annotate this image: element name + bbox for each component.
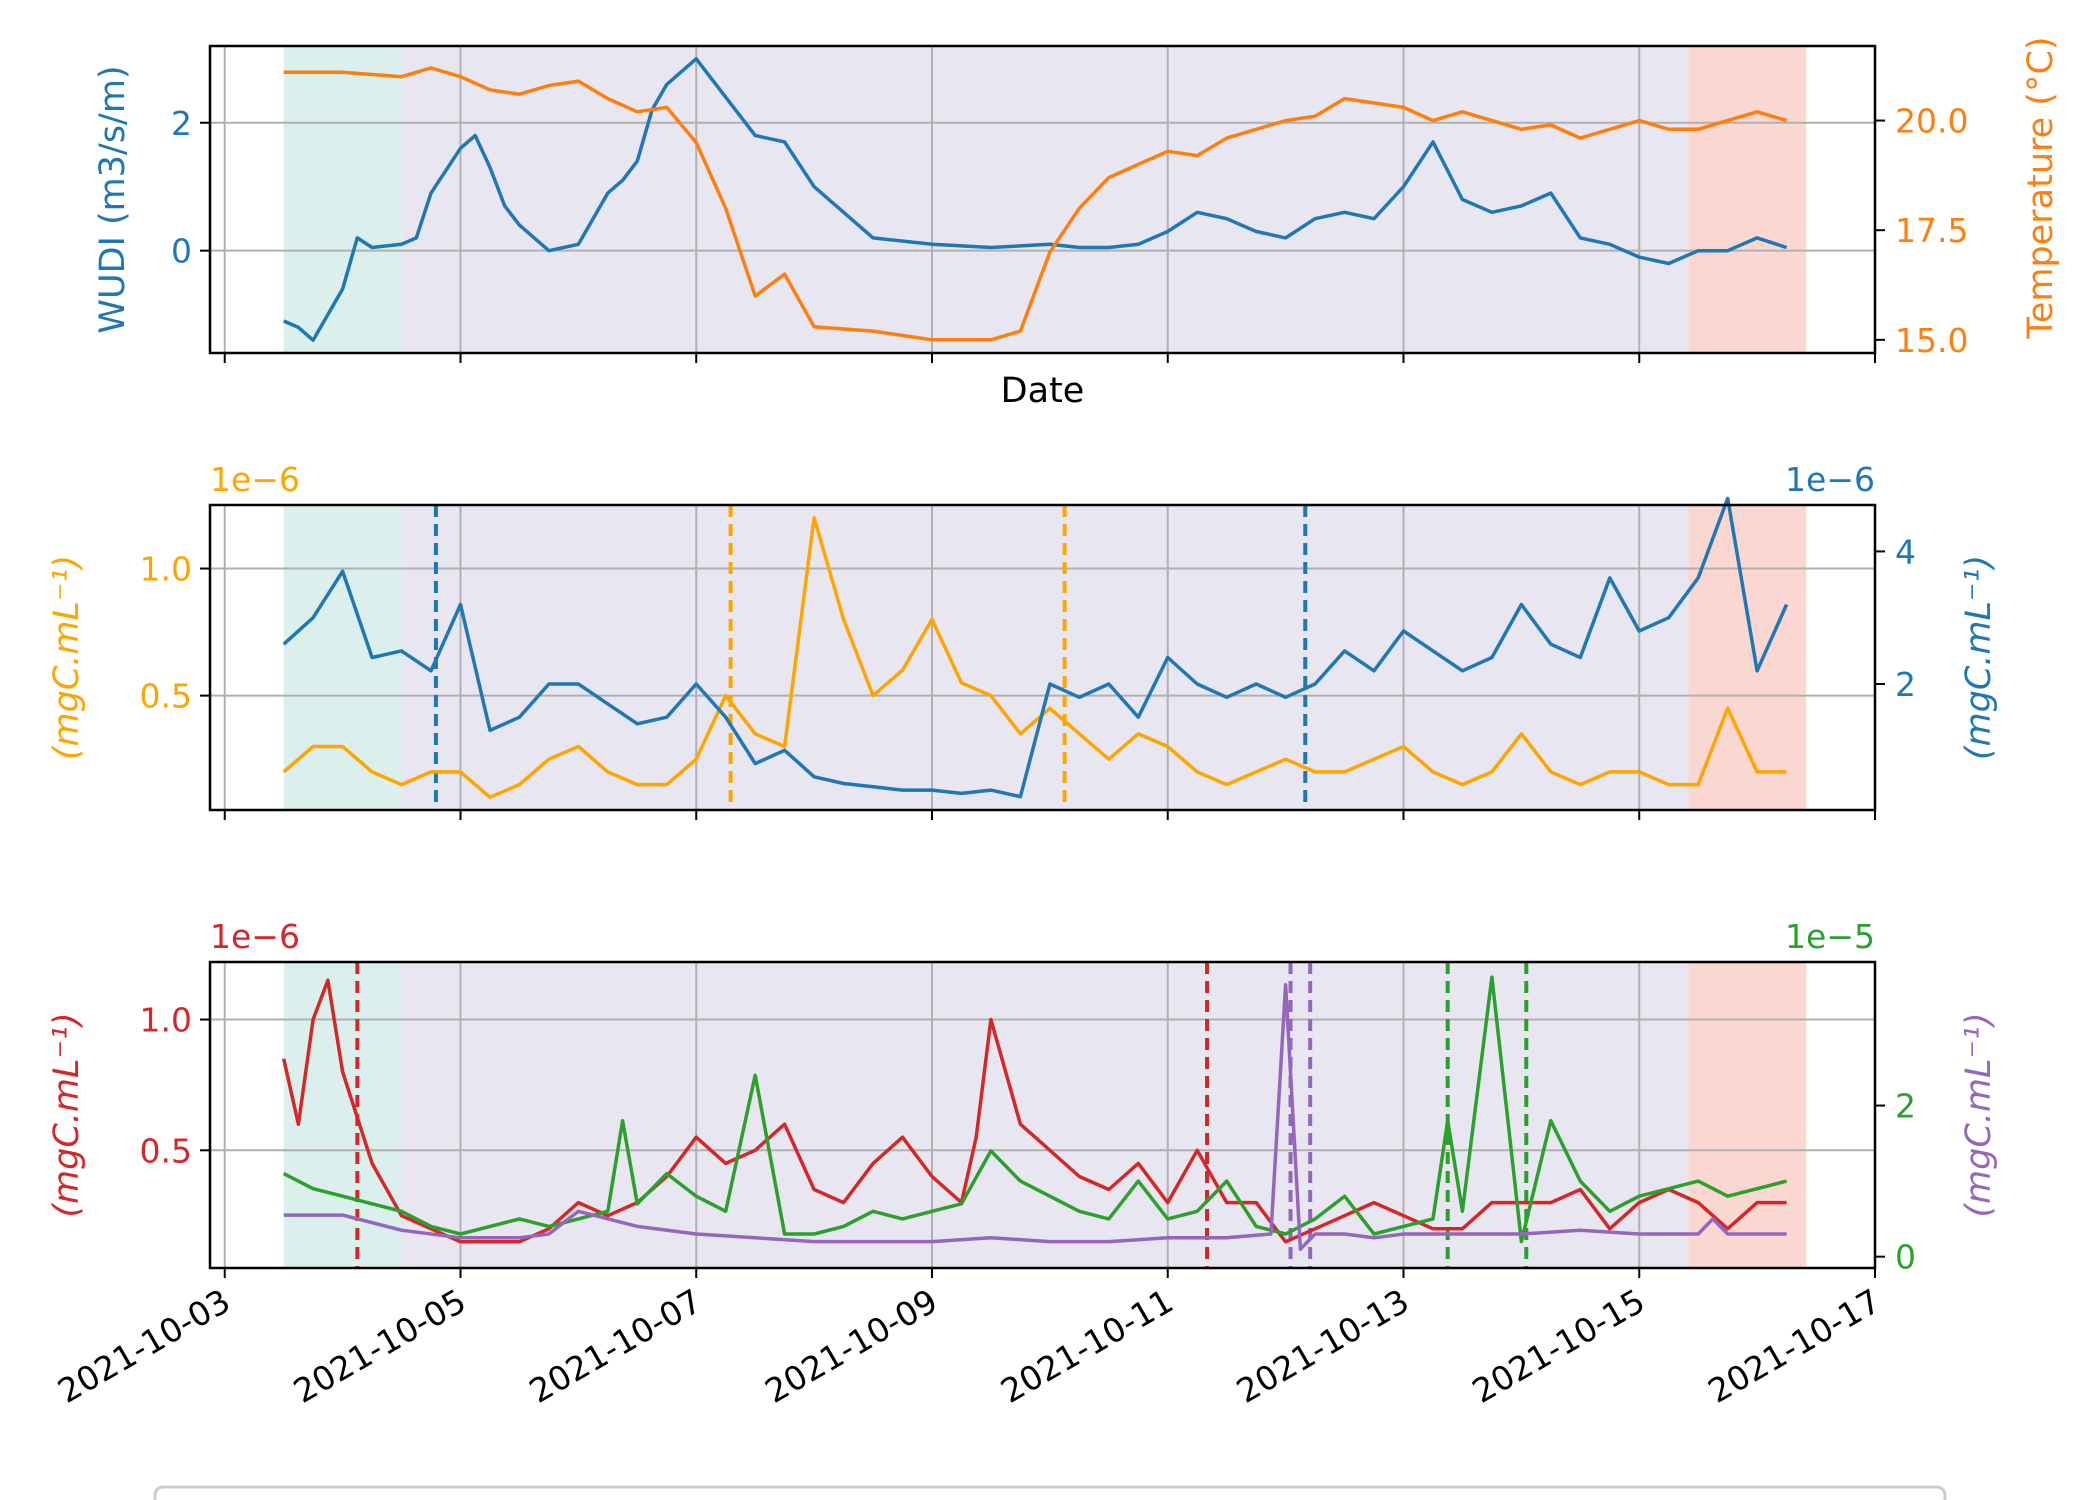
band-3 [1688, 46, 1807, 353]
y-tick-label-right: 17.5 [1895, 211, 1968, 250]
series-line-2 [282, 975, 1788, 1244]
x-tick-label: 2021-10-17 [1701, 1281, 1887, 1411]
offset-label-right: 1e−6 [1785, 460, 1875, 499]
series-line-1 [283, 57, 1788, 342]
panel-2: 0.5 1.0 2 4 (mgC.mL⁻¹) (mgC.mL⁻¹) 1e−6 1e−6 [47, 460, 1999, 820]
y-tick-label-right: 2 [1895, 665, 1916, 704]
y-tick-label-left: 0.5 [140, 677, 192, 716]
y-axis-label-right: Temperature (°C) [2021, 36, 2061, 339]
x-tick-label: 2021-10-13 [1230, 1281, 1416, 1411]
plot-frame [208, 503, 1877, 812]
y-axis-label-left: (mgC.mL⁻¹) [47, 1012, 87, 1217]
y-axis-label-left: (mgC.mL⁻¹) [47, 555, 87, 760]
y-tick-label-left: 1.0 [140, 1001, 192, 1040]
x-tick-label: 2021-10-07 [523, 1281, 709, 1411]
series-line-1 [281, 978, 1787, 1244]
offset-label-left: 1e−6 [210, 460, 300, 499]
offset-label-right: 1e−5 [1785, 917, 1875, 956]
band-2 [401, 505, 1689, 810]
y-tick-label-right: 4 [1895, 532, 1916, 571]
legend-box [153, 1485, 1947, 1500]
x-tick-label: 2021-10-11 [994, 1281, 1180, 1411]
y-tick-label-right: 15.0 [1895, 321, 1968, 360]
y-tick-label-left: 1.0 [140, 550, 192, 589]
y-axis-label-left: WUDI (m3/s/m) [93, 65, 133, 333]
plot-frame [208, 44, 1877, 355]
x-tick-label: 2021-10-15 [1466, 1281, 1652, 1411]
panel-3: 0.5 1.0 0 2 (mgC.mL⁻¹) (mgC.mL⁻¹) 1e−6 1e−5 [47, 917, 1999, 1278]
band-1 [283, 46, 402, 353]
y-tick-label-right: 20.0 [1895, 102, 1968, 141]
y-tick-label-left: 2 [171, 104, 192, 143]
series-line-2 [282, 496, 1789, 799]
offset-label-left: 1e−6 [210, 917, 300, 956]
band-3 [1688, 962, 1807, 1268]
series-line-1 [282, 515, 1787, 800]
y-tick-label-right: 2 [1895, 1087, 1916, 1126]
y-axis-label-right: (mgC.mL⁻¹) [1959, 555, 1999, 760]
y-tick-label-right: 0 [1895, 1238, 1916, 1277]
plot-frame [208, 960, 1877, 1270]
panel-1: 0 2 15.0 17.5 20.0 WUDI (m3/s/m) Temperature (… [93, 36, 2061, 411]
band-1 [283, 962, 402, 1268]
series-line-3 [283, 982, 1787, 1251]
series-line-2 [283, 66, 1788, 342]
band-2 [401, 46, 1689, 353]
y-tick-label-left: 0 [171, 232, 192, 271]
x-tick-label: 2021-10-05 [287, 1281, 473, 1411]
band-1 [283, 505, 402, 810]
y-tick-label-left: 0.5 [140, 1131, 192, 1170]
x-tick-label: 2021-10-09 [758, 1281, 944, 1411]
x-axis-label: Date [1001, 371, 1085, 411]
y-axis-label-right: (mgC.mL⁻¹) [1959, 1012, 1999, 1217]
x-tick-label: 2021-10-03 [51, 1281, 237, 1411]
